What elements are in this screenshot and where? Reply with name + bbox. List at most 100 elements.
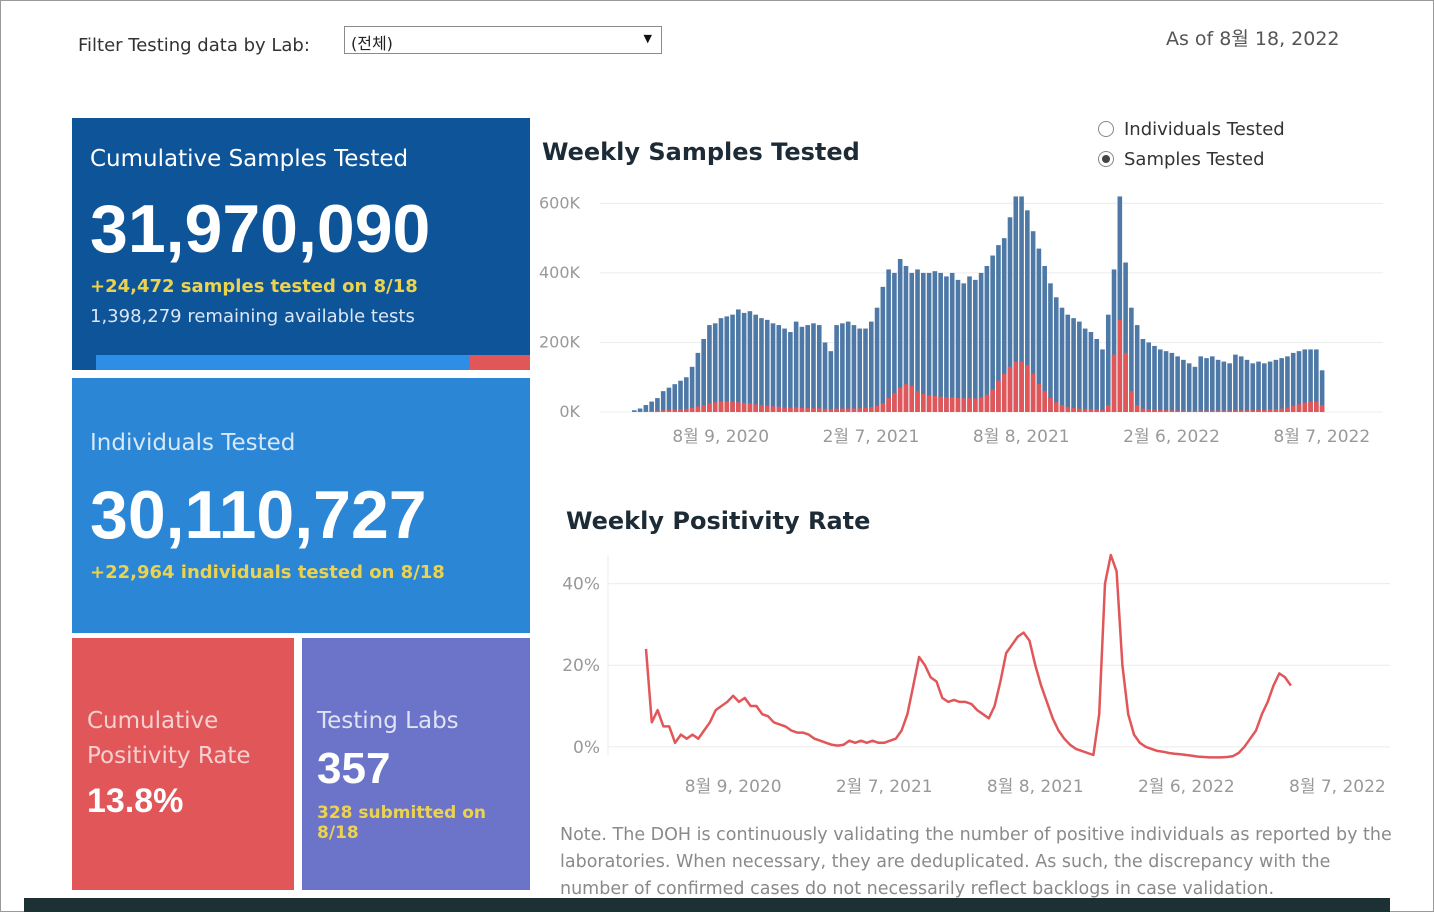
samples-bar[interactable] <box>1273 359 1279 412</box>
positives-bar[interactable] <box>1117 319 1123 412</box>
positives-bar[interactable] <box>1273 409 1279 412</box>
samples-bar[interactable] <box>782 328 787 412</box>
positives-bar[interactable] <box>892 392 897 412</box>
positives-bar[interactable] <box>1157 409 1163 412</box>
positives-bar[interactable] <box>776 406 782 412</box>
samples-bar[interactable] <box>741 312 747 412</box>
positives-bar[interactable] <box>874 405 880 412</box>
positives-bar[interactable] <box>1233 410 1238 412</box>
samples-bar[interactable] <box>955 279 961 412</box>
samples-bar[interactable] <box>1285 356 1290 412</box>
positives-bar[interactable] <box>1302 402 1308 412</box>
positives-bar[interactable] <box>1198 410 1204 412</box>
positives-bar[interactable] <box>921 393 926 412</box>
samples-bar[interactable] <box>1036 248 1042 412</box>
positives-bar[interactable] <box>915 391 920 412</box>
positives-bar[interactable] <box>1238 410 1244 412</box>
samples-bar[interactable] <box>816 325 822 412</box>
samples-bar[interactable] <box>1088 332 1094 412</box>
positives-bar[interactable] <box>1308 401 1313 412</box>
samples-bar[interactable] <box>1181 359 1186 412</box>
samples-bar[interactable] <box>655 398 660 412</box>
samples-bar[interactable] <box>1192 366 1198 412</box>
samples-bar[interactable] <box>764 319 770 412</box>
samples-bar[interactable] <box>1117 196 1123 412</box>
samples-bar[interactable] <box>868 321 874 412</box>
positives-bar[interactable] <box>649 410 654 412</box>
samples-bar[interactable] <box>753 314 758 412</box>
positives-bar[interactable] <box>1204 410 1209 412</box>
positives-bar[interactable] <box>1210 410 1215 412</box>
samples-bar[interactable] <box>1244 359 1250 412</box>
samples-bar[interactable] <box>649 401 654 412</box>
positives-bar[interactable] <box>1019 361 1024 412</box>
samples-bar[interactable] <box>973 279 978 412</box>
samples-bar[interactable] <box>707 325 712 412</box>
samples-bar[interactable] <box>730 314 735 412</box>
positives-bar[interactable] <box>1163 410 1169 412</box>
samples-bar[interactable] <box>666 387 672 412</box>
positives-bar[interactable] <box>689 407 695 412</box>
samples-bar[interactable] <box>1198 356 1204 412</box>
samples-bar[interactable] <box>1071 318 1076 412</box>
dropdown-arrow-icon[interactable]: ▼ <box>643 32 652 45</box>
positives-bar[interactable] <box>666 409 672 412</box>
samples-bar[interactable] <box>1204 358 1209 412</box>
positives-bar[interactable] <box>973 398 978 412</box>
samples-bar[interactable] <box>1267 361 1273 412</box>
samples-bar[interactable] <box>1227 363 1232 412</box>
positives-bar[interactable] <box>840 408 845 412</box>
samples-bar[interactable] <box>1215 359 1221 412</box>
samples-bar[interactable] <box>978 272 984 412</box>
positives-bar[interactable] <box>736 402 741 412</box>
samples-bar[interactable] <box>1013 196 1019 412</box>
positives-bar[interactable] <box>1175 410 1180 412</box>
positives-bar[interactable] <box>1082 408 1088 412</box>
samples-bar[interactable] <box>967 276 972 412</box>
positives-bar[interactable] <box>1181 410 1186 412</box>
samples-bar[interactable] <box>845 321 851 412</box>
positives-bar[interactable] <box>886 398 891 412</box>
samples-bar[interactable] <box>1053 297 1059 412</box>
positives-bar[interactable] <box>880 403 886 412</box>
samples-bar[interactable] <box>1146 342 1152 412</box>
positives-bar[interactable] <box>1319 405 1325 412</box>
positives-bar[interactable] <box>949 397 955 412</box>
samples-bar[interactable] <box>1100 349 1105 412</box>
positives-bar[interactable] <box>897 387 903 412</box>
positives-bar[interactable] <box>701 405 706 412</box>
positives-bar[interactable] <box>759 405 764 412</box>
samples-bar[interactable] <box>1129 307 1134 412</box>
positives-bar[interactable] <box>805 408 810 412</box>
samples-bar[interactable] <box>990 255 995 412</box>
positives-bar[interactable] <box>707 403 712 412</box>
positives-bar[interactable] <box>1314 401 1319 412</box>
samples-bar[interactable] <box>736 309 741 412</box>
positives-bar[interactable] <box>678 409 683 412</box>
samples-bar[interactable] <box>811 323 816 412</box>
positives-bar[interactable] <box>643 411 649 412</box>
positives-bar[interactable] <box>1071 407 1076 412</box>
positives-bar[interactable] <box>1244 410 1250 412</box>
positives-bar[interactable] <box>1186 410 1192 412</box>
samples-bar[interactable] <box>1233 354 1238 412</box>
positives-bar[interactable] <box>845 408 851 412</box>
samples-bar[interactable] <box>1082 328 1088 412</box>
positives-bar[interactable] <box>764 405 770 412</box>
samples-bar[interactable] <box>932 271 938 412</box>
samples-bar[interactable] <box>1025 210 1030 412</box>
positives-bar[interactable] <box>863 407 868 412</box>
positives-bar[interactable] <box>1285 407 1290 412</box>
samples-bar[interactable] <box>880 286 886 412</box>
positives-bar[interactable] <box>1215 410 1221 412</box>
positives-bar[interactable] <box>932 396 938 412</box>
samples-bar[interactable] <box>874 307 880 412</box>
positives-bar[interactable] <box>1111 354 1117 412</box>
positives-bar[interactable] <box>1227 410 1232 412</box>
positives-bar[interactable] <box>1030 373 1036 412</box>
samples-bar[interactable] <box>1042 265 1047 412</box>
positives-bar[interactable] <box>1007 366 1013 412</box>
samples-bar[interactable] <box>660 391 666 412</box>
samples-bar[interactable] <box>822 342 828 412</box>
positives-bar[interactable] <box>660 410 666 412</box>
